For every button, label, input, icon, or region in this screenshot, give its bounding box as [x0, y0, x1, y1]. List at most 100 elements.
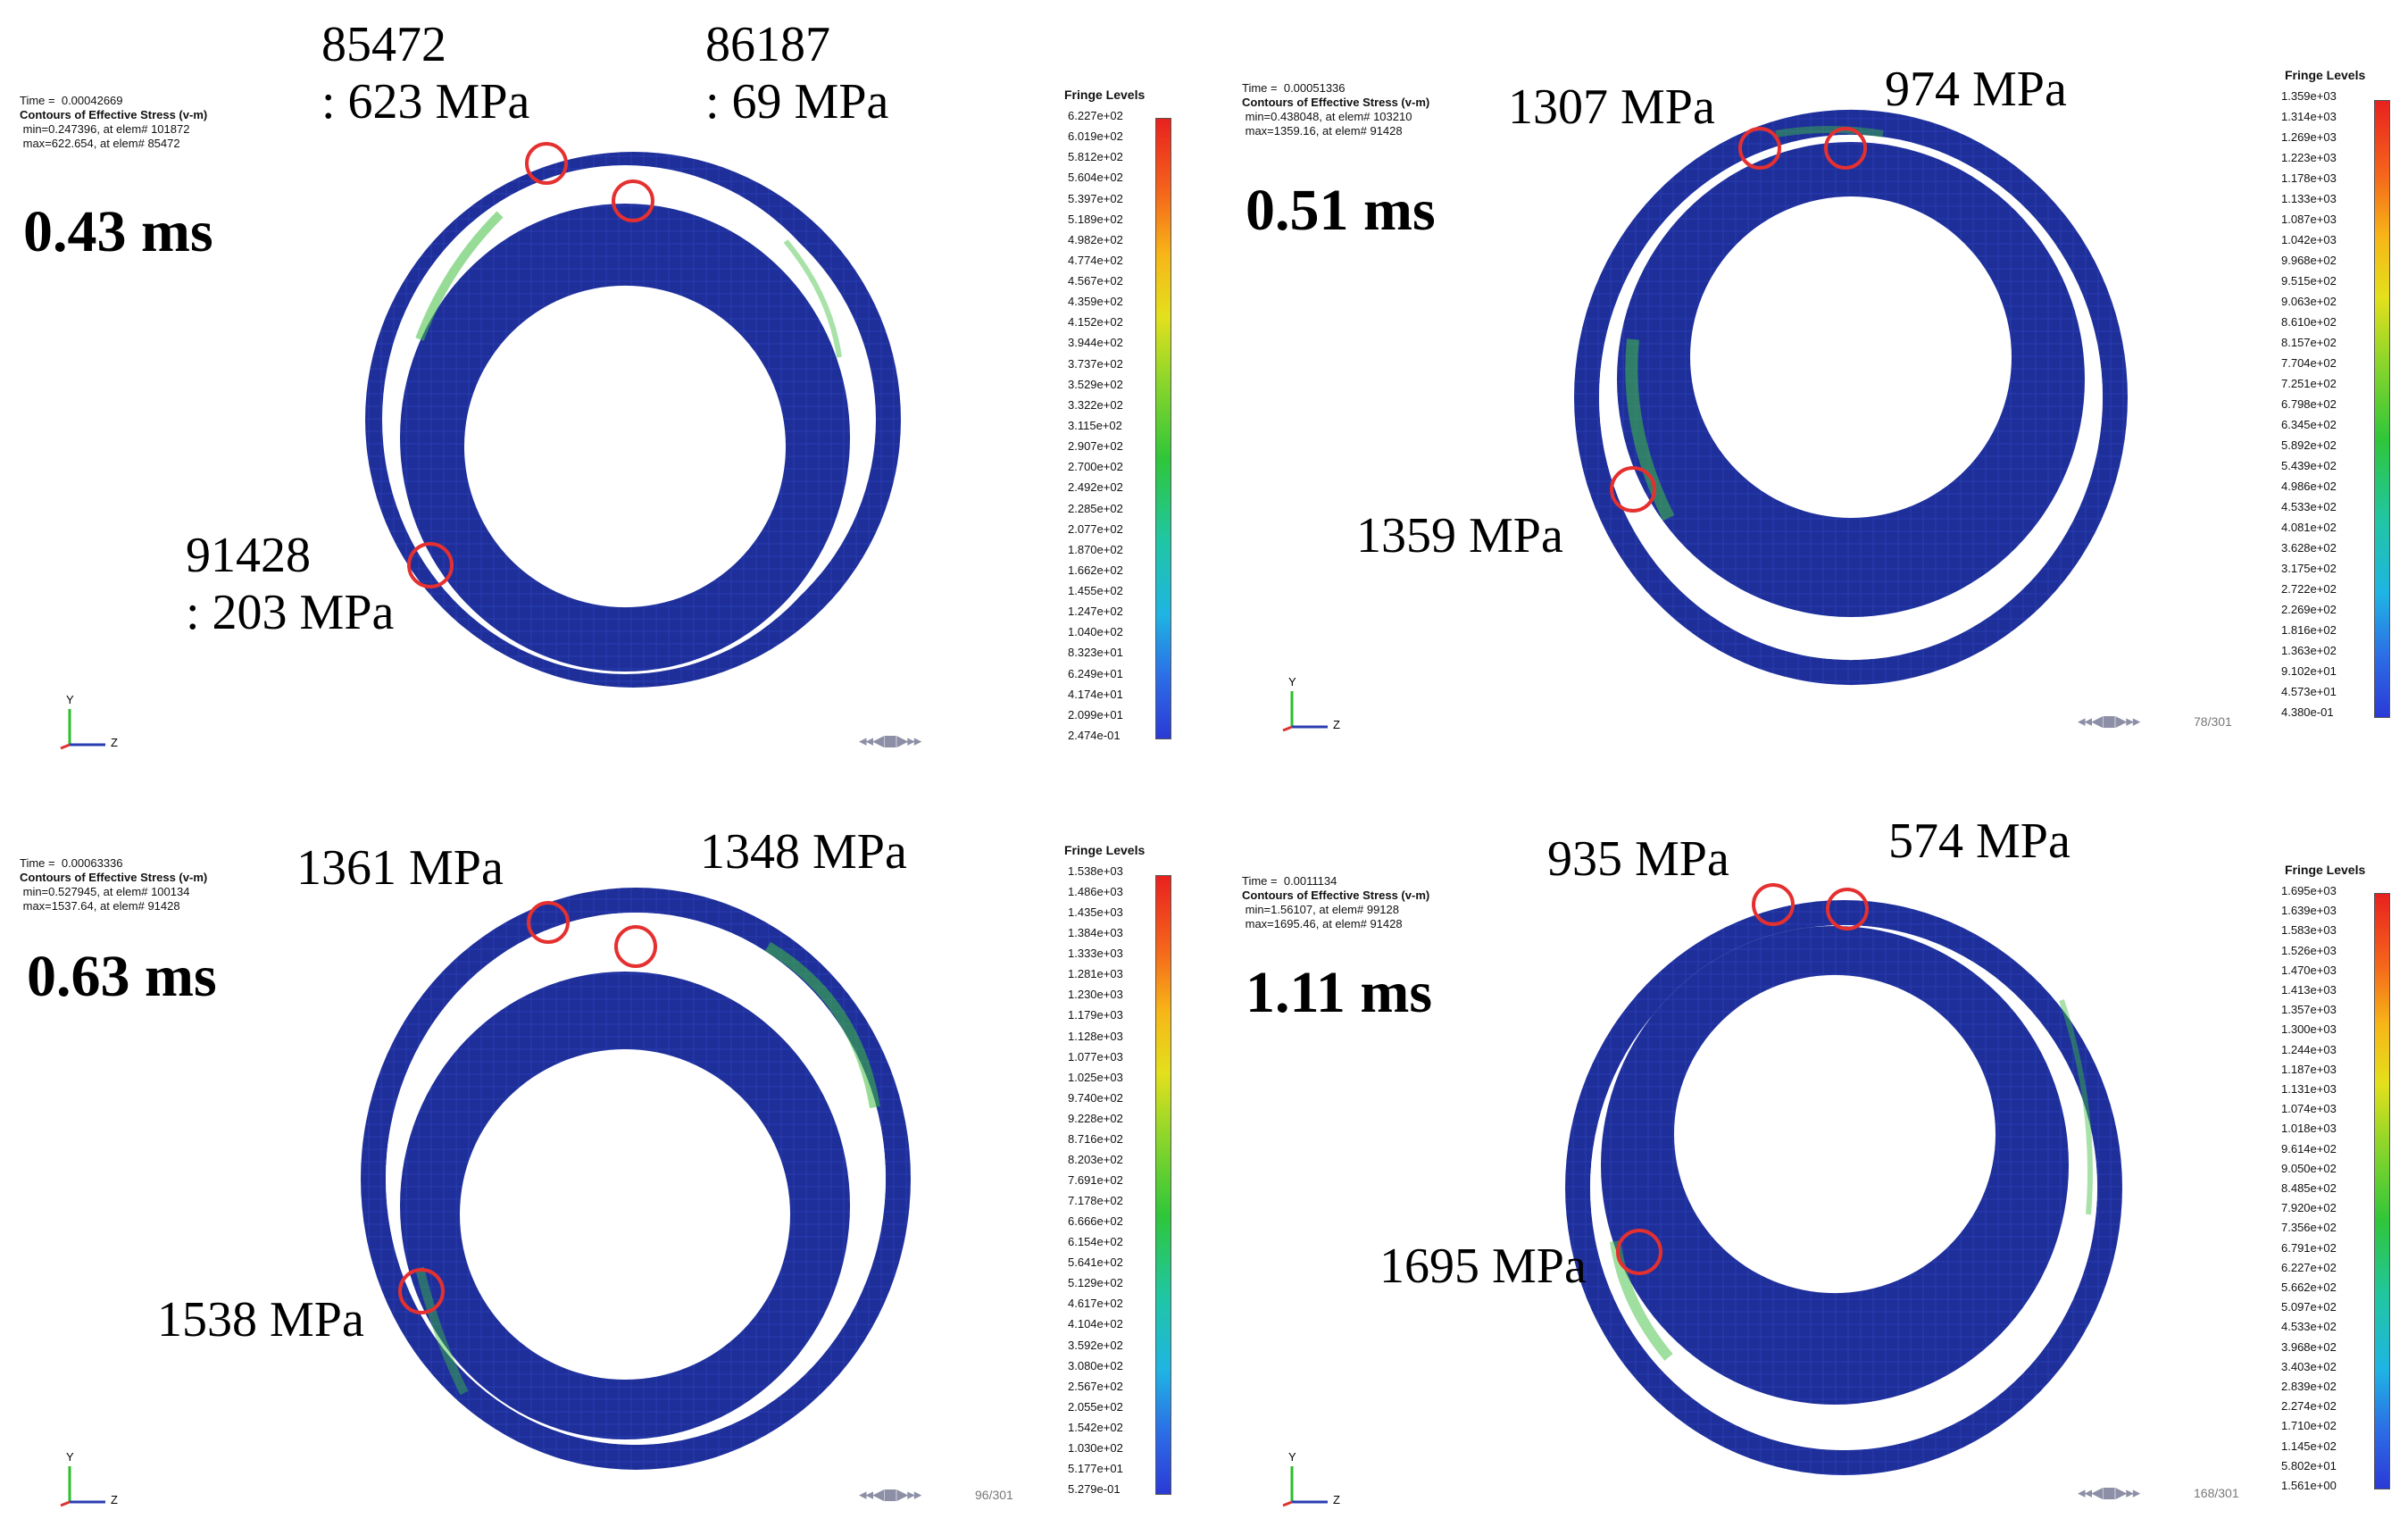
annotation-1359: 1359 MPa [1356, 508, 1563, 563]
max-text: max=622.654, at elem# 85472 [20, 137, 180, 150]
fringe-level-label: 1.131e+03 [2281, 1082, 2337, 1096]
fringe-level-label: 1.470e+03 [2281, 963, 2337, 977]
max-text: max=1359.16, at elem# 91428 [1242, 124, 1403, 138]
fringe-level-label: 9.515e+02 [2281, 274, 2337, 288]
fringe-level-label: 8.610e+02 [2281, 315, 2337, 329]
fringe-level-label: 9.228e+02 [1068, 1111, 1123, 1125]
fringe-level-label: 4.081e+02 [2281, 521, 2337, 534]
fringe-level-label: 1.542e+02 [1068, 1420, 1123, 1434]
time-label: 0.51 ms [1246, 178, 1436, 243]
fringe-level-label: 5.097e+02 [2281, 1300, 2337, 1314]
inner-ring [1617, 142, 2085, 617]
fringe-level-label: 1.363e+02 [2281, 644, 2337, 657]
fringe-level-label: 1.042e+03 [2281, 233, 2337, 246]
fringe-level-label: 2.099e+01 [1068, 707, 1123, 722]
fringe-level-label: 9.063e+02 [2281, 295, 2337, 308]
fringe-level-label: 2.055e+02 [1068, 1399, 1123, 1414]
fringe-level-label: 6.249e+01 [1068, 666, 1123, 680]
axis-y-label: Y [1288, 1450, 1296, 1464]
fringe-level-label: 7.356e+02 [2281, 1221, 2337, 1235]
fringe-level-label: 5.129e+02 [1068, 1276, 1123, 1290]
fringe-level-label: 1.145e+02 [2281, 1439, 2337, 1453]
fringe-level-label: 1.384e+03 [1068, 926, 1123, 940]
fringe-level-label: 1.223e+03 [2281, 151, 2337, 164]
fringe-level-label: 5.662e+02 [2281, 1281, 2337, 1294]
axis-z-label: Z [111, 1493, 118, 1506]
highlight-circle [1824, 127, 1867, 170]
fringe-level-label: 3.529e+02 [1068, 377, 1123, 391]
playback-controls[interactable]: ◂◂◀■▶▸▸ [2078, 713, 2140, 730]
contour-title: Contours of Effective Stress (v-m) [20, 871, 208, 884]
stress-model [1565, 883, 2122, 1475]
annotation-1361: 1361 MPa [296, 840, 504, 896]
fringe-level-label: 5.802e+01 [2281, 1458, 2337, 1472]
annotation-86187: 86187 : 69 MPa [705, 17, 889, 129]
fringe-level-label: 8.203e+02 [1068, 1152, 1123, 1166]
stress-zone [764, 941, 880, 1108]
fringe-level-label: 8.157e+02 [2281, 336, 2337, 349]
time-label: 1.11 ms [1246, 960, 1433, 1025]
annotation-85472: 85472 : 623 MPa [321, 17, 530, 129]
fringe-level-label: 5.892e+02 [2281, 438, 2337, 452]
fringe-colorbar [2374, 893, 2390, 1489]
time-header: Time = 0.0011134 [1242, 874, 1337, 888]
fringe-title: Fringe Levels [1064, 88, 1146, 102]
fringe-level-label: 4.380e-01 [2281, 705, 2334, 719]
annotation-1348: 1348 MPa [700, 824, 907, 880]
fringe-level-label: 8.716e+02 [1068, 1131, 1123, 1146]
stress-model [361, 888, 911, 1470]
playback-controls[interactable]: ◂◂◀■▶▸▸ [2078, 1484, 2140, 1502]
fringe-level-label: 3.737e+02 [1068, 356, 1123, 371]
fringe-level-label: 2.567e+02 [1068, 1379, 1123, 1393]
fringe-colorbar [1155, 118, 1171, 739]
fringe-level-label: 1.870e+02 [1068, 542, 1123, 556]
inner-ring [1601, 926, 2069, 1405]
max-text: max=1537.64, at elem# 91428 [20, 899, 180, 913]
stress-zone [1625, 338, 1675, 521]
fringe-level-label: 1.300e+03 [2281, 1022, 2337, 1037]
fringe-level-label: 5.439e+02 [2281, 459, 2337, 472]
fringe-title: Fringe Levels [1064, 843, 1146, 857]
fringe-level-label: 5.397e+02 [1068, 191, 1123, 205]
fringe-level-label: 1.538e+03 [1068, 864, 1123, 878]
fringe-level-label: 1.018e+03 [2281, 1122, 2337, 1136]
min-text: min=0.247396, at elem# 101872 [20, 122, 190, 136]
playback-controls[interactable]: ◂◂◀■▶▸▸ [859, 732, 921, 750]
fringe-level-label: 3.115e+02 [1068, 419, 1122, 432]
fringe-level-label: 4.617e+02 [1068, 1297, 1123, 1311]
fringe-level-label: 3.322e+02 [1068, 397, 1123, 412]
frame-counter: 168/301 [2194, 1486, 2239, 1500]
fringe-level-label: 7.920e+02 [2281, 1201, 2337, 1215]
fringe-level-label: 6.798e+02 [2281, 397, 2337, 411]
min-text: min=0.527945, at elem# 100134 [20, 885, 190, 898]
fringe-level-label: 6.666e+02 [1068, 1214, 1123, 1229]
fringe-level-label: 2.474e-01 [1068, 729, 1121, 742]
time-label: 0.43 ms [23, 199, 213, 264]
fringe-level-label: 9.102e+01 [2281, 664, 2337, 678]
fringe-level-label: 5.812e+02 [1068, 150, 1123, 164]
annotation-974: 974 MPa [1885, 62, 2067, 117]
fringe-level-label: 1.561e+00 [2281, 1479, 2337, 1492]
contour-title: Contours of Effective Stress (v-m) [20, 108, 208, 121]
fringe-level-label: 2.492e+02 [1068, 480, 1123, 495]
fringe-level-label: 1.455e+02 [1068, 584, 1123, 598]
fringe-level-label: 1.583e+03 [2281, 923, 2337, 938]
annotation-1538: 1538 MPa [157, 1292, 364, 1347]
fringe-level-label: 3.628e+02 [2281, 541, 2337, 555]
fringe-level-label: 1.526e+03 [2281, 943, 2337, 957]
panel-1-11ms: Time = 0.0011134 Contours of Effective S… [1204, 768, 2408, 1535]
fringe-level-label: 4.567e+02 [1068, 274, 1123, 288]
playback-controls[interactable]: ◂◂◀■▶▸▸ [859, 1486, 921, 1504]
fringe-level-label: 1.133e+03 [2281, 192, 2337, 205]
stress-zone [415, 211, 504, 341]
fringe-level-label: 2.839e+02 [2281, 1380, 2337, 1393]
fringe-level-label: 6.019e+02 [1068, 129, 1123, 144]
fringe-level-label: 3.080e+02 [1068, 1358, 1123, 1372]
fringe-level-label: 3.944e+02 [1068, 336, 1123, 350]
inner-ring [400, 204, 850, 672]
fringe-level-label: 1.314e+03 [2281, 110, 2337, 123]
annotation-1307: 1307 MPa [1508, 79, 1715, 135]
fringe-level-label: 2.077e+02 [1068, 521, 1123, 536]
fringe-level-label: 6.227e+02 [1068, 109, 1123, 122]
highlight-circle [525, 142, 568, 185]
